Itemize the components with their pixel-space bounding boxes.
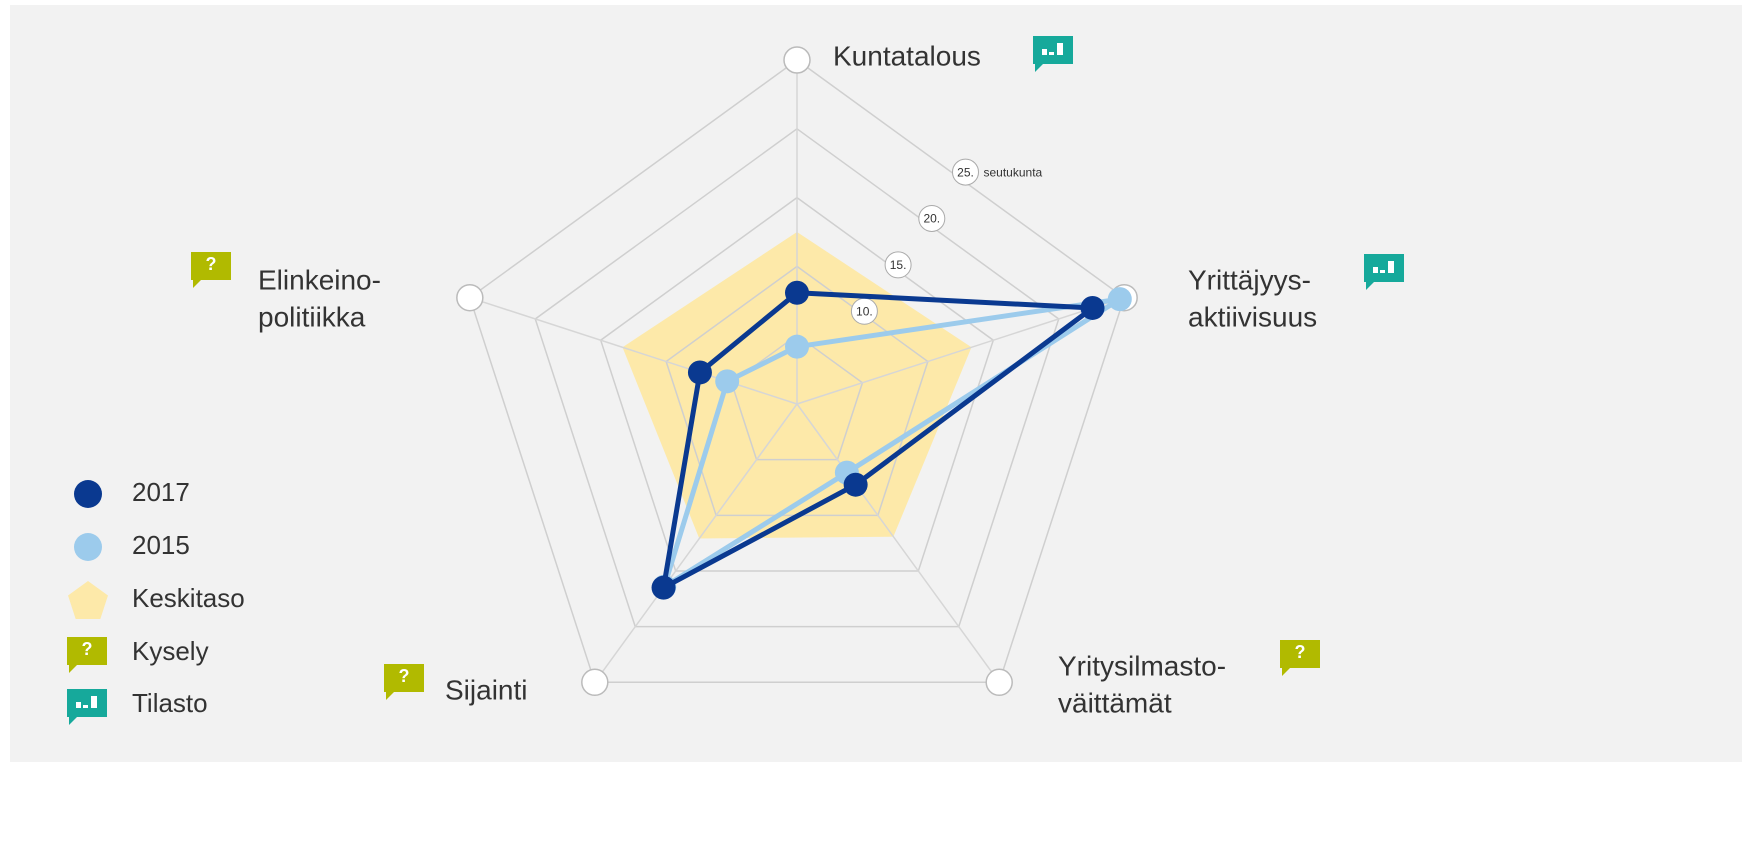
icon-bar [1388,261,1394,273]
spoke [469,296,798,405]
series-point [1080,295,1105,320]
series-point [687,360,712,385]
icon-kysely: ? [67,637,107,673]
icon-bar [76,702,81,708]
icon-kysely: ? [384,664,424,700]
r-tick-label: 15. [890,258,907,272]
icon-bar [1373,267,1378,273]
r-tick [951,158,979,186]
category-label: väittämät [1058,687,1172,718]
category-label: Yrittäjyys- [1188,264,1311,295]
icon-tilasto [67,689,107,725]
r-tick-label: 10. [856,304,873,318]
category-label: Sijainti [445,674,527,705]
spoke [796,296,1125,405]
icon-bar [1042,49,1047,55]
series-point [785,334,809,359]
grid-ring [534,127,1060,628]
grid-ring [599,196,995,572]
icon-bubble [67,637,107,673]
legend-swatch [74,533,102,561]
legend-label: 2015 [132,530,190,560]
spoke [796,403,1000,683]
category-label: Yritysilmasto- [1058,650,1226,681]
axis-end [985,668,1013,697]
legend-label: Kysely [132,636,209,666]
axis-end [581,668,609,697]
category-label: Kuntatalous [833,40,981,71]
icon-tilasto [1033,36,1073,72]
r-tick-unit: seutukunta [983,165,1042,179]
r-tick-label: 25. [957,165,974,179]
icon-bubble [384,664,424,700]
legend-label: Keskitaso [132,583,245,613]
icon-bar [91,696,97,708]
icon-kysely: ? [191,252,231,288]
category-label: aktiivisuus [1188,301,1317,332]
icon-bubble [191,252,231,288]
axis-end [456,283,484,312]
r-tick-label: 20. [923,212,940,226]
icon-kysely: ? [1280,640,1320,676]
legend-swatch [74,480,102,508]
grid-ring [468,59,1126,684]
series-point [785,280,809,305]
spoke [594,403,798,683]
series-point [715,369,740,394]
category-label: politiikka [258,301,366,332]
series-point [651,575,676,600]
icon-bar [1380,270,1385,273]
icon-text: ? [82,639,93,659]
legend-label: Tilasto [132,688,208,718]
series-point [843,472,868,497]
series-point [1107,287,1132,312]
icon-bar [1049,52,1054,55]
icon-text: ? [1295,642,1306,662]
icon-text: ? [206,254,217,274]
series-line [661,290,1096,591]
icon-bubble [1280,640,1320,676]
r-tick [918,204,946,232]
r-tick [884,251,912,279]
icon-bar [1057,43,1063,55]
icon-text: ? [399,666,410,686]
icon-bar [83,705,88,708]
legend-label: 2017 [132,477,190,507]
category-label: Elinkeino- [258,264,381,295]
legend-swatch [68,581,108,619]
axis-end [783,46,811,74]
icon-tilasto [1364,254,1404,290]
